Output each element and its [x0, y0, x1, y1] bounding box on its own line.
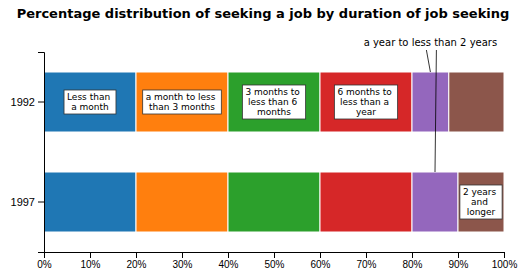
- bar-segment: [44, 72, 136, 132]
- bar-segment: [412, 72, 449, 132]
- tick-mark: [320, 252, 321, 258]
- tick-label: 30%: [172, 259, 192, 270]
- tick-mark: [458, 252, 459, 258]
- tick-label: 1997: [11, 196, 35, 208]
- tick-mark: [274, 252, 275, 258]
- series: [449, 72, 504, 232]
- annotation-text: a year to less than 2 years: [364, 37, 498, 48]
- tick: 40%: [218, 252, 238, 270]
- tick-mark: [182, 252, 183, 258]
- tick-label: 100%: [492, 259, 518, 270]
- tick: 90%: [448, 252, 468, 270]
- series: [320, 72, 412, 232]
- label-box: [242, 85, 305, 119]
- axis-line: [38, 53, 45, 253]
- segment-label: a month to less than 3 months: [143, 90, 222, 114]
- tick-mark: [136, 252, 137, 258]
- tick-label: 70%: [356, 259, 376, 270]
- series: [136, 72, 228, 232]
- bar-segment: [228, 172, 320, 232]
- leader-line: [426, 50, 430, 72]
- tick-mark: [412, 252, 413, 258]
- bar-segment: [320, 72, 412, 132]
- tick: 1997: [11, 196, 44, 208]
- series: [228, 72, 320, 232]
- segment-label-text: 2 years and longer: [463, 187, 499, 217]
- tick-label: 90%: [448, 259, 468, 270]
- bar-segment: [136, 72, 228, 132]
- y-axis: 1992 1997: [11, 53, 45, 253]
- x-axis: 0% 10% 20% 30% 40% 50% 60% 70% 80% 90% 100%: [37, 252, 517, 270]
- label-box: [143, 90, 222, 114]
- tick: 100%: [492, 252, 518, 270]
- tick-label: 20%: [126, 259, 146, 270]
- tick-mark: [366, 252, 367, 258]
- tick: 80%: [402, 252, 422, 270]
- label-box: [460, 185, 502, 219]
- segment-label-text: Less than a month: [67, 92, 113, 112]
- tick: 50%: [264, 252, 284, 270]
- leader-line: [435, 50, 436, 172]
- segment-label-text: 6 months to less than a year: [337, 87, 394, 117]
- label-box: [64, 90, 116, 114]
- segment-label-text: a month to less than 3 months: [146, 92, 219, 112]
- tick-label: 60%: [310, 259, 330, 270]
- bar-segment: [320, 172, 412, 232]
- bar-segment: [136, 172, 228, 232]
- label-box: [334, 85, 397, 119]
- tick: 70%: [356, 252, 376, 270]
- tick: 10%: [80, 252, 100, 270]
- annotation: a year to less than 2 years: [364, 37, 498, 172]
- tick-label: 1992: [11, 96, 35, 108]
- segment-label: Less than a month: [64, 90, 116, 114]
- tick-label: 0%: [37, 259, 52, 270]
- bar-segment: [412, 172, 458, 232]
- tick-label: 10%: [80, 259, 100, 270]
- tick-mark: [38, 102, 44, 103]
- tick: 0%: [37, 252, 52, 270]
- bar-segment: [449, 72, 504, 132]
- segment-label: 6 months to less than a year: [334, 85, 397, 119]
- tick-label: 80%: [402, 259, 422, 270]
- segment-label: 3 months to less than 6 months: [242, 85, 305, 119]
- tick-mark: [228, 252, 229, 258]
- tick: 1992: [11, 96, 44, 108]
- tick-mark: [38, 202, 44, 203]
- tick: 30%: [172, 252, 192, 270]
- tick-label: 50%: [264, 259, 284, 270]
- tick: 20%: [126, 252, 146, 270]
- bar-segment: [228, 72, 320, 132]
- title: Percentage distribution of seeking a job…: [17, 6, 510, 21]
- chart: Percentage distribution of seeking a job…: [0, 0, 526, 278]
- tick-label: 40%: [218, 259, 238, 270]
- segment-label: 2 years and longer: [460, 185, 502, 219]
- tick-mark: [504, 252, 505, 258]
- bar-segment: [458, 172, 504, 232]
- bar-segment: [44, 172, 136, 232]
- segment-label-text: 3 months to less than 6 months: [245, 87, 302, 117]
- tick-mark: [90, 252, 91, 258]
- axis-line: [45, 253, 505, 259]
- segment-labels: Less than a month a month to less than 3 …: [64, 85, 502, 219]
- series: [44, 72, 136, 232]
- tick: 60%: [310, 252, 330, 270]
